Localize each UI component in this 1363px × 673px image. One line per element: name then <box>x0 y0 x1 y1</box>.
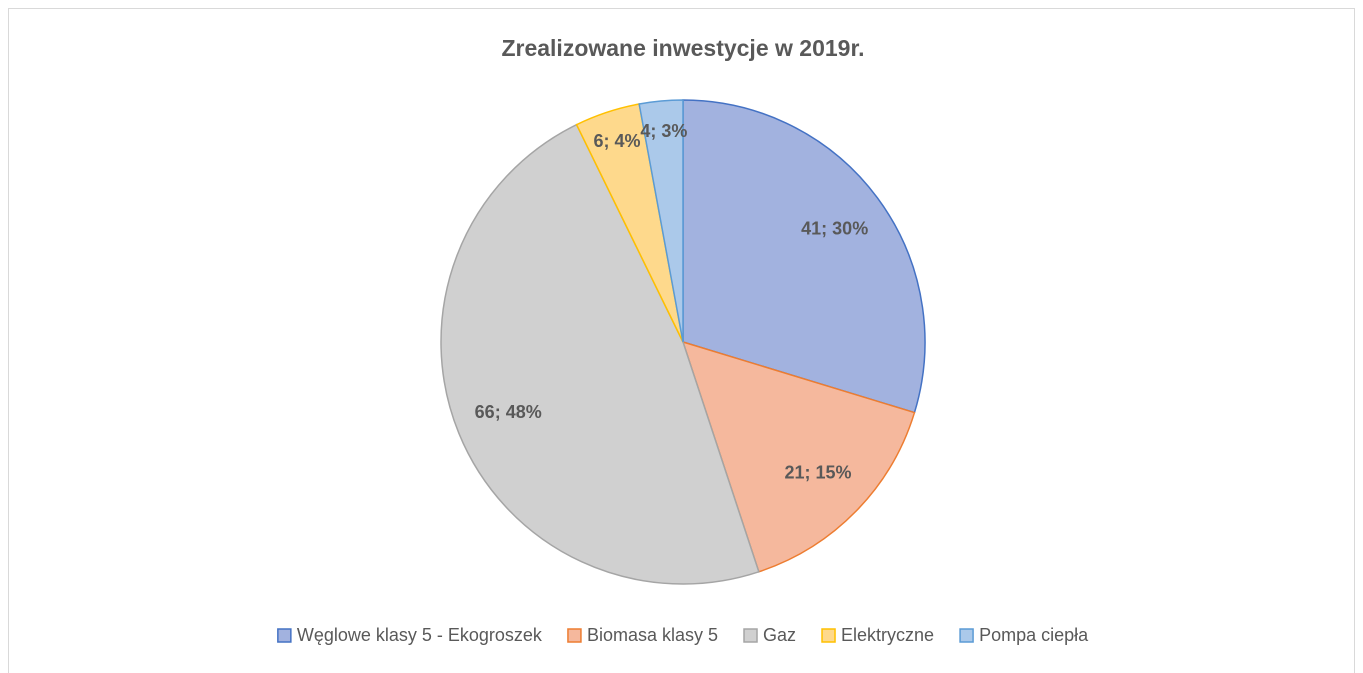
chart-title: Zrealizowane inwestycje w 2019r. <box>501 35 864 61</box>
legend-label: Węglowe klasy 5 - Ekogroszek <box>297 625 543 645</box>
data-label: 4; 3% <box>640 121 687 141</box>
pie-slice <box>440 123 760 585</box>
legend-marker <box>743 628 758 643</box>
legend-marker <box>277 628 292 643</box>
data-label: 21; 15% <box>784 463 851 483</box>
legend-marker <box>821 628 836 643</box>
legend-label: Gaz <box>763 625 796 645</box>
pie-slice <box>638 99 684 343</box>
data-label: 41; 30% <box>801 218 868 238</box>
pie-slice <box>682 99 926 414</box>
legend-marker <box>959 628 974 643</box>
legend-label: Elektryczne <box>841 625 934 645</box>
legend-label: Pompa ciepła <box>979 625 1089 645</box>
legend-label: Biomasa klasy 5 <box>587 625 718 645</box>
pie-slice <box>681 340 916 573</box>
legend-marker <box>567 628 582 643</box>
data-label: 66; 48% <box>475 402 542 422</box>
data-label: 6; 4% <box>594 131 641 151</box>
